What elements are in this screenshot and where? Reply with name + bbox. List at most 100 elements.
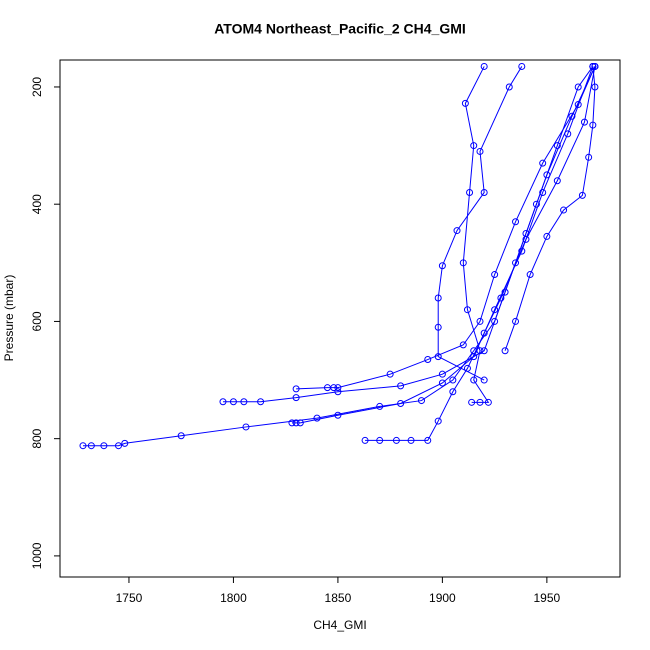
x-tick-label: 1850 <box>325 591 352 605</box>
data-point <box>522 235 530 243</box>
data-point <box>449 376 457 384</box>
data-point <box>539 159 547 167</box>
data-point <box>476 147 484 155</box>
data-point <box>240 398 248 406</box>
data-point <box>292 385 300 393</box>
data-point <box>476 398 484 406</box>
profile-line <box>365 66 596 441</box>
data-point <box>334 388 342 396</box>
data-point <box>574 83 582 91</box>
data-point <box>589 62 597 70</box>
x-axis-label: CH4_GMI <box>313 618 366 632</box>
data-point <box>434 294 442 302</box>
data-point <box>449 388 457 396</box>
data-point <box>115 442 123 450</box>
profile-line <box>291 66 594 424</box>
data-point <box>397 399 405 407</box>
data-point <box>539 188 547 196</box>
data-point <box>334 384 342 392</box>
x-tick-label: 1900 <box>429 591 456 605</box>
data-point <box>476 317 484 325</box>
data-point <box>574 101 582 109</box>
data-point <box>434 353 442 361</box>
data-point <box>242 423 250 431</box>
data-point <box>386 370 394 378</box>
profile-line <box>296 66 596 390</box>
data-point <box>491 306 499 314</box>
data-point <box>438 379 446 387</box>
data-point <box>553 142 561 150</box>
data-point <box>480 376 488 384</box>
data-point <box>497 294 505 302</box>
data-point <box>392 436 400 444</box>
data-point <box>589 121 597 129</box>
data-point <box>438 262 446 270</box>
data-point <box>470 353 478 361</box>
data-point <box>229 398 237 406</box>
data-point <box>591 83 599 91</box>
data-point <box>512 259 520 267</box>
data-point <box>361 436 369 444</box>
data-point <box>480 329 488 337</box>
data-point <box>330 384 338 392</box>
data-point <box>257 398 265 406</box>
data-point <box>424 436 432 444</box>
y-tick-label: 1000 <box>30 542 44 569</box>
data-point <box>292 394 300 402</box>
data-point <box>459 259 467 267</box>
data-point <box>417 397 425 405</box>
data-point <box>468 398 476 406</box>
data-point <box>177 432 185 440</box>
data-point <box>512 317 520 325</box>
data-point <box>480 347 488 355</box>
data-point <box>543 232 551 240</box>
data-point <box>585 153 593 161</box>
data-point <box>407 436 415 444</box>
data-point <box>491 271 499 279</box>
data-point <box>518 62 526 70</box>
data-point <box>580 118 588 126</box>
y-axis-label: Pressure (mbar) <box>2 275 16 362</box>
profile-line <box>437 66 523 381</box>
data-point <box>87 442 95 450</box>
data-point <box>434 323 442 331</box>
y-tick-label: 800 <box>30 428 44 448</box>
data-point <box>121 439 129 447</box>
data-point <box>313 414 321 422</box>
data-point <box>288 419 296 427</box>
data-point <box>79 442 87 450</box>
data-point <box>591 62 599 70</box>
plot-frame <box>59 59 621 578</box>
y-tick-label: 400 <box>30 194 44 214</box>
data-point <box>505 83 513 91</box>
data-point <box>476 347 484 355</box>
data-point <box>466 188 474 196</box>
chart-title: ATOM4 Northeast_Pacific_2 CH4_GMI <box>214 21 466 37</box>
data-point <box>470 376 478 384</box>
x-tick-label: 1950 <box>534 591 561 605</box>
data-point <box>463 306 471 314</box>
x-tick-label: 1750 <box>116 591 143 605</box>
profile-line <box>504 66 596 351</box>
data-point <box>532 200 540 208</box>
data-point <box>434 417 442 425</box>
data-point <box>376 436 384 444</box>
profile-line <box>222 66 596 403</box>
data-point <box>526 271 534 279</box>
y-tick-label: 600 <box>30 311 44 331</box>
data-point <box>512 218 520 226</box>
y-tick-label: 200 <box>30 77 44 97</box>
data-point <box>296 419 304 427</box>
data-point <box>453 227 461 235</box>
data-point <box>100 442 108 450</box>
data-point <box>564 130 572 138</box>
data-point <box>438 370 446 378</box>
data-point <box>219 398 227 406</box>
data-point <box>470 142 478 150</box>
data-point <box>501 347 509 355</box>
data-point <box>568 112 576 120</box>
data-point <box>292 419 300 427</box>
data-point <box>560 206 568 214</box>
data-point <box>480 188 488 196</box>
